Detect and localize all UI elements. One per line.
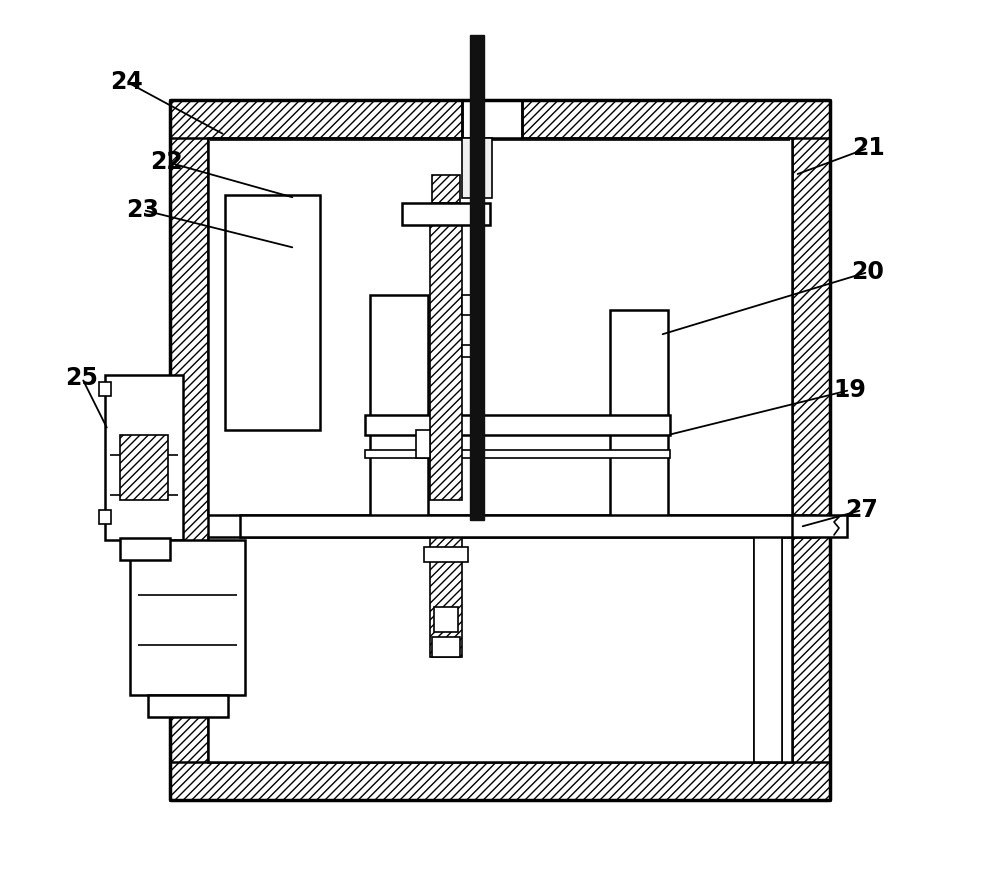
Bar (462, 138, 492, 198)
Bar (148, 695, 228, 717)
Bar (240, 515, 815, 537)
Bar (432, 175, 460, 203)
Bar (434, 607, 458, 632)
Text: 19: 19 (834, 378, 866, 402)
Bar (365, 450, 670, 458)
Bar (792, 515, 847, 537)
Bar (170, 100, 462, 138)
Bar (792, 100, 830, 800)
Bar (105, 375, 183, 540)
Bar (610, 310, 668, 520)
Bar (430, 225, 462, 500)
Bar (99, 382, 111, 396)
Bar (522, 100, 830, 138)
Bar (99, 510, 111, 524)
Bar (170, 100, 208, 800)
Bar (470, 35, 484, 520)
Bar (120, 538, 170, 560)
Text: 21: 21 (852, 136, 884, 160)
Text: 24: 24 (111, 70, 143, 94)
Bar (225, 195, 320, 430)
Text: 25: 25 (66, 366, 98, 390)
Bar (365, 415, 670, 435)
Bar (208, 138, 792, 515)
Bar (170, 762, 830, 800)
Bar (120, 435, 168, 500)
Bar (430, 537, 462, 657)
Text: 27: 27 (846, 498, 878, 522)
Bar (432, 637, 460, 657)
Bar (424, 547, 468, 562)
Text: 22: 22 (151, 150, 183, 174)
Bar (462, 345, 476, 357)
Bar (370, 295, 428, 520)
Bar (130, 540, 245, 695)
Text: 23: 23 (127, 198, 159, 222)
Bar (416, 430, 430, 458)
Bar (462, 295, 484, 315)
Bar (754, 537, 782, 762)
Text: 20: 20 (852, 260, 884, 284)
Bar (402, 203, 490, 225)
Bar (208, 537, 792, 762)
